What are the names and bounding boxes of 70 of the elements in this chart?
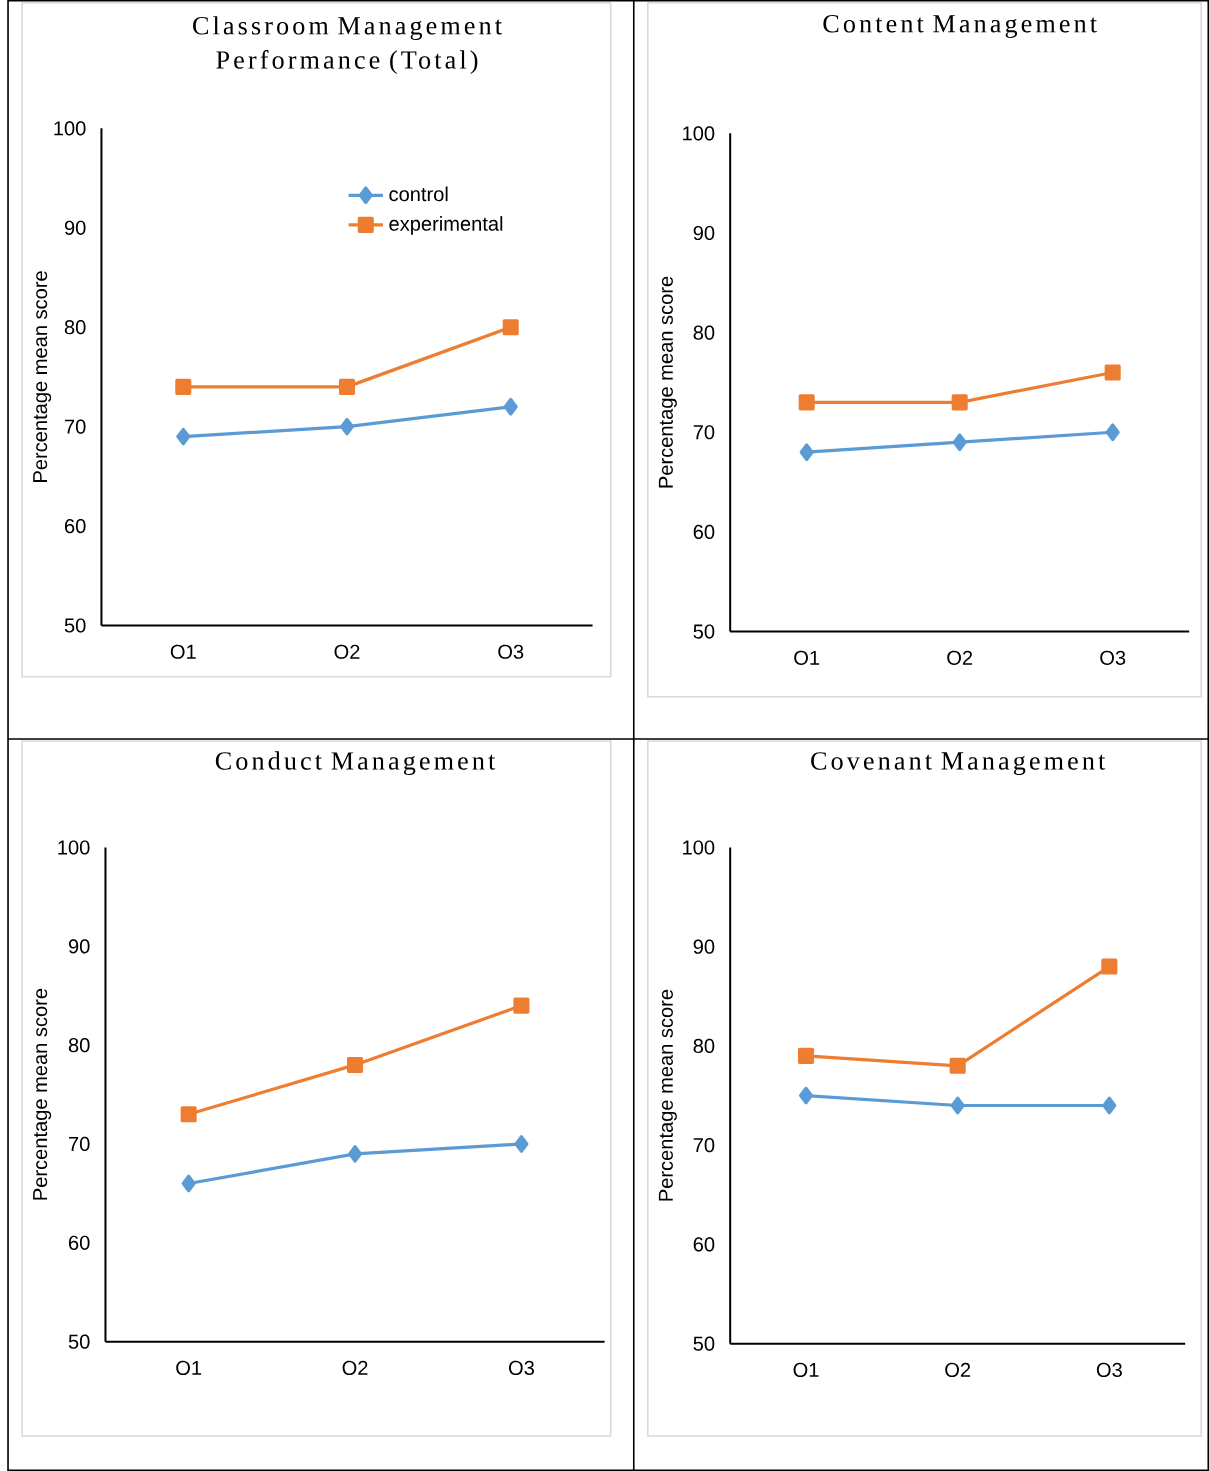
y-tick-label: 80 <box>68 1038 90 1053</box>
y-tick-label: 80 <box>693 325 715 340</box>
y-tick-label: 80 <box>64 320 86 335</box>
y-tick-label: 90 <box>68 939 90 954</box>
point <box>347 1145 363 1163</box>
point <box>339 417 355 436</box>
x-tick-label: O3 <box>508 1360 534 1375</box>
point <box>1102 1096 1117 1115</box>
y-tick-label: 60 <box>68 1235 90 1250</box>
x-tick-label: O2 <box>342 1360 368 1375</box>
chart-title: Content Management <box>823 14 1097 38</box>
x-tick-label: O3 <box>1096 1362 1122 1378</box>
y-tick-label: 70 <box>693 1138 715 1153</box>
x-tick-label: O1 <box>176 1360 202 1375</box>
point <box>799 443 814 462</box>
y-tick-label: 70 <box>68 1136 90 1152</box>
x-tick-label: O2 <box>334 644 360 659</box>
x-tick-label: O2 <box>947 650 973 665</box>
y-tick-label: 60 <box>64 518 86 534</box>
y-tick-label: 50 <box>693 1336 715 1351</box>
y-tick-label: 90 <box>693 225 715 241</box>
chart-title: Conduct Management <box>215 751 496 776</box>
chart-title: Covenant Management <box>811 752 1106 776</box>
point <box>513 997 530 1014</box>
x-tick-label: O3 <box>1100 650 1126 665</box>
legend-label: experimental <box>389 216 503 235</box>
y-tick-label: 100 <box>54 121 86 136</box>
y-axis-title: Percentage mean score <box>33 988 52 1200</box>
y-tick-label: 60 <box>693 524 715 539</box>
y-tick-label: 60 <box>693 1237 715 1252</box>
point <box>514 1135 529 1153</box>
y-tick-label: 100 <box>683 840 715 855</box>
chart-title: Classroom Management Performance (Total) <box>193 16 502 75</box>
y-tick-label: 90 <box>64 220 86 235</box>
point <box>502 319 519 336</box>
x-tick-label: O1 <box>170 644 196 659</box>
y-tick-label: 50 <box>64 618 86 633</box>
point <box>1105 423 1120 442</box>
point <box>176 427 191 446</box>
y-tick-label: 90 <box>693 939 715 954</box>
point <box>798 1086 814 1105</box>
point <box>180 1106 197 1123</box>
y-tick-label: 70 <box>693 425 715 440</box>
point <box>181 1174 196 1193</box>
y-tick-label: 50 <box>693 624 715 639</box>
y-tick-label: 80 <box>693 1038 715 1054</box>
y-tick-label: 100 <box>58 840 90 855</box>
y-tick-label: 70 <box>64 419 86 434</box>
point <box>952 433 967 452</box>
x-tick-label: O1 <box>793 1362 819 1378</box>
point <box>346 1056 364 1073</box>
point <box>797 1047 815 1064</box>
x-tick-label: O1 <box>794 650 820 665</box>
point <box>951 394 968 411</box>
y-axis-title: Percentage mean score <box>658 989 677 1201</box>
y-axis-title: Percentage mean score <box>658 276 677 488</box>
legend-label: control <box>389 186 448 202</box>
point <box>798 394 815 411</box>
x-tick-label: O3 <box>498 644 524 659</box>
y-axis-title: Percentage mean score <box>33 271 52 482</box>
point <box>949 1057 966 1074</box>
point <box>338 378 356 395</box>
point <box>175 378 192 395</box>
y-tick-label: 100 <box>683 126 715 141</box>
x-tick-label: O2 <box>945 1362 971 1378</box>
y-tick-label: 50 <box>68 1334 90 1349</box>
point <box>1101 958 1118 975</box>
point <box>1104 364 1121 381</box>
point <box>503 397 518 416</box>
point <box>950 1096 965 1115</box>
